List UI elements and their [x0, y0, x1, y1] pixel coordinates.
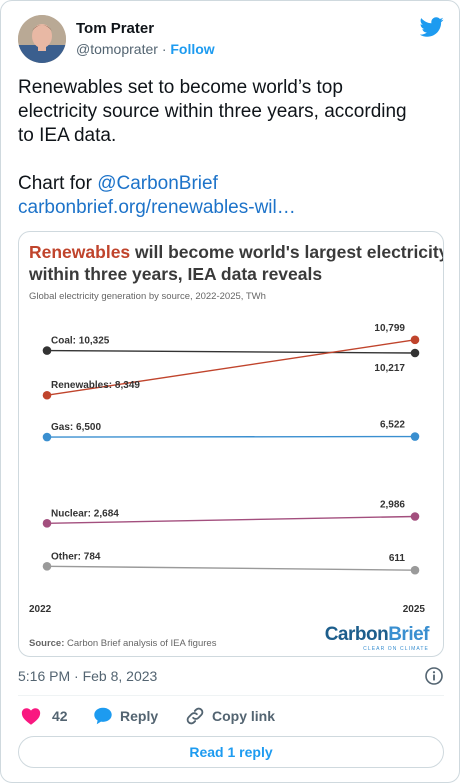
chart-title-line2: within three years, IEA data reveals — [28, 264, 322, 284]
point-nuclear-end — [410, 512, 420, 521]
reply-label: Reply — [120, 708, 159, 724]
reply-button[interactable]: Reply — [92, 703, 158, 729]
point-other-start — [42, 561, 52, 571]
series-line-coal — [46, 349, 416, 354]
start-label-coal: Coal: 10,325 — [51, 336, 110, 347]
follow-button[interactable]: Follow — [170, 41, 215, 57]
point-gas-start — [42, 432, 52, 442]
series-line-other — [46, 565, 416, 571]
tweet-time[interactable]: 5:16 PM — [18, 668, 71, 684]
carbonbrief-logo: CarbonBrief — [325, 624, 430, 645]
user-info: Tom Prater @tomoprater · Follow — [76, 19, 215, 59]
chart-subtitle: Global electricity generation by source,… — [29, 291, 266, 302]
point-renewables-end — [410, 335, 420, 345]
series-line-nuclear — [46, 515, 416, 525]
handle-separator: · — [161, 41, 167, 57]
chart-image[interactable]: Renewables will become world's largest e… — [18, 231, 444, 657]
heart-icon — [21, 708, 41, 725]
article-link[interactable]: carbonbrief.org/renewables-wil… — [18, 197, 296, 218]
read-reply-button[interactable]: Read 1 reply — [18, 736, 444, 768]
display-name[interactable]: Tom Prater — [76, 20, 155, 37]
copy-link-label: Copy link — [212, 708, 276, 724]
user-handle[interactable]: @tomoprater — [76, 41, 158, 57]
tweet-date[interactable]: Feb 8, 2023 — [82, 668, 158, 684]
carbonbrief-tagline: CLEAR ON CLIMATE — [363, 646, 429, 652]
mention-link[interactable]: @CarbonBrief — [97, 173, 218, 194]
reply-bubble-icon — [94, 707, 112, 725]
tweet-header: Tom Prater @tomoprater · Follow — [18, 15, 444, 63]
copy-link-button[interactable]: Copy link — [184, 703, 275, 729]
point-nuclear-start — [42, 519, 52, 528]
link-icon — [186, 707, 204, 725]
chart-source: Source: Carbon Brief analysis of IEA fig… — [29, 638, 217, 649]
end-label-nuclear: 2,986 — [380, 499, 405, 510]
end-label-coal: 10,217 — [374, 363, 405, 374]
tweet-text-line: Renewables set to become world’s top — [18, 77, 343, 98]
start-label-gas: Gas: 6,500 — [51, 422, 101, 433]
start-label-nuclear: Nuclear: 2,684 — [51, 508, 119, 519]
info-icon[interactable] — [424, 666, 444, 686]
end-label-renewables: 10,799 — [374, 323, 405, 334]
start-label-other: Other: 784 — [51, 551, 101, 562]
divider — [18, 695, 444, 696]
point-other-end — [410, 565, 420, 575]
x-tick-label-end: 2025 — [403, 604, 426, 615]
series-line-renewables — [46, 339, 416, 396]
handle-row: @tomoprater · Follow — [76, 39, 215, 59]
chart-for-text: Chart for — [18, 173, 98, 194]
twitter-bird-icon[interactable] — [420, 15, 444, 39]
tweet-text-line: electricity source within three years, a… — [18, 101, 407, 122]
chart-svg: Renewables will become world's largest e… — [28, 242, 444, 652]
start-label-renewables: Renewables: 8,349 — [51, 380, 140, 391]
like-button[interactable]: 42 — [20, 703, 68, 729]
svg-text:Renewables will become world's: Renewables will become world's largest e… — [29, 242, 444, 262]
chart-title: will become world's largest electricity … — [130, 242, 444, 262]
tweet-text-line: to IEA data. — [18, 125, 117, 146]
point-gas-end — [410, 432, 420, 441]
like-count: 42 — [52, 708, 68, 724]
source-text: Carbon Brief analysis of IEA figures — [64, 638, 216, 649]
end-label-other: 611 — [389, 553, 406, 564]
point-coal-start — [42, 346, 52, 355]
chart-marks: Coal: 10,325 10,217 Renewables: 8,349 10,79… — [29, 323, 425, 615]
tweet-meta: 5:16 PM · Feb 8, 2023 — [18, 665, 444, 687]
x-tick-label-start: 2022 — [29, 604, 52, 615]
end-label-gas: 6,522 — [380, 420, 405, 431]
avatar[interactable] — [18, 15, 66, 63]
tweet-actions: 42 Reply Copy link — [18, 703, 444, 729]
chart-title-highlight: Renewables — [29, 242, 130, 262]
tweet-text: Renewables set to become world’s top ele… — [18, 76, 444, 220]
point-renewables-start — [42, 390, 52, 400]
avatar-image-icon — [18, 15, 66, 63]
meta-separator: · — [74, 668, 79, 684]
source-label: Source: — [29, 638, 64, 649]
point-coal-end — [410, 348, 420, 358]
